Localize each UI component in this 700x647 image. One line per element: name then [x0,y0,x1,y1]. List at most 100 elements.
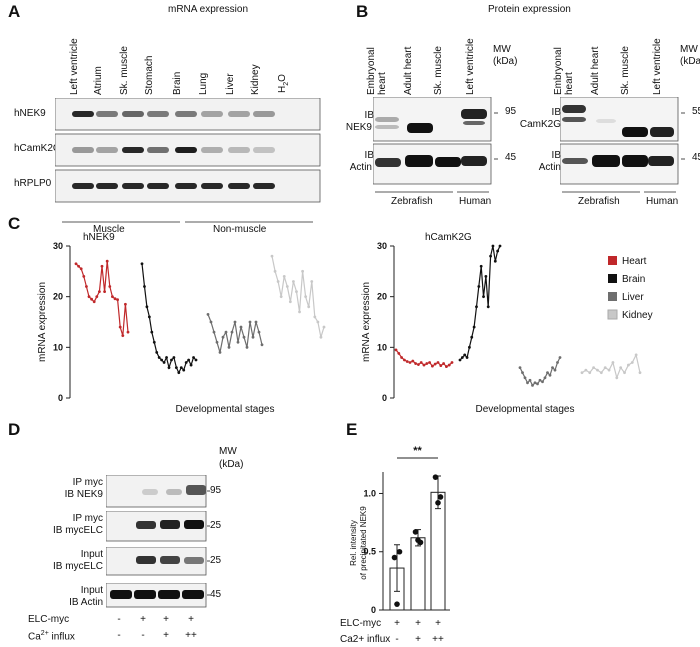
data-point [157,356,161,359]
row-label: hNEK9 [14,108,46,119]
blot-nek9 [373,97,498,193]
gel-band [147,183,169,189]
blot-band [562,158,588,164]
condition-mark: + [140,614,146,625]
data-point [428,361,431,364]
panel-letter-b: B [356,2,369,21]
data-point [551,366,554,369]
blot-band [186,485,206,495]
gel-band [201,183,223,189]
data-point [543,376,547,380]
data-point [194,358,198,362]
row-label: IP myc [72,513,103,524]
gel-band [122,147,144,153]
y-axis-label: mRNA expression [361,282,372,362]
mw-header: MW (kDa) [493,44,518,67]
data-point [408,361,412,364]
data-point [422,363,426,367]
data-point [179,366,183,369]
gel-band [122,111,144,117]
x-axis-label: Developmental stages [476,404,575,415]
data-point [432,474,439,480]
gel-band [147,147,169,153]
data-point [596,368,599,372]
data-point [140,262,144,266]
data-point [221,335,225,339]
series-line-kidney [581,353,641,380]
gel-band [147,111,169,117]
data-point [95,295,99,299]
data-point [319,335,323,339]
data-point [239,325,243,329]
data-point [405,360,409,363]
series-line-brain [141,263,197,375]
row-label: hRPLP0 [14,178,52,189]
series-line-liver [207,314,263,353]
data-point [82,275,86,278]
data-point [177,371,181,375]
data-point [116,298,119,302]
data-point [170,358,173,362]
blot-band [461,109,487,119]
lane-label: Atrium [93,66,104,95]
data-point [160,358,164,362]
row-label: IP myc [72,477,103,488]
data-point [436,361,440,364]
data-point [414,362,417,365]
data-point [463,353,467,357]
condition-mark: + [435,618,441,629]
condition-label-elc: ELC-myc [340,618,381,629]
blot-band [158,590,180,599]
lane-label: Lung [198,72,209,95]
condition-mark: + [188,614,194,625]
series-line-heart [75,261,129,336]
legend-label: Kidney [622,310,653,321]
gel-band [175,111,197,117]
blot-band [184,557,204,564]
data-point [638,371,642,375]
data-point [98,290,101,293]
lane-label: heart [377,72,388,95]
mw-header-text: MW (kDa) [219,446,244,470]
ib-label: IB [364,150,374,161]
data-point [584,368,588,372]
data-point [322,325,326,329]
data-point [189,363,193,367]
data-point [273,269,277,273]
data-point [496,249,500,253]
data-point [491,244,495,248]
condition-mark: - [395,634,398,645]
lane-label: Adult heart [403,46,414,95]
blot-band [562,105,586,113]
panel-b-title: Protein expression [488,4,571,15]
y-tick-label: 20 [53,292,63,302]
blot-band [375,158,401,167]
data-point [425,362,429,365]
gel-band [72,147,94,153]
blot-band [562,117,586,122]
data-point [74,262,78,266]
gel-band [201,147,223,153]
data-point [531,383,534,387]
lane-label: Stomach [144,55,155,95]
data-point [100,264,104,268]
data-point [442,362,445,365]
condition-mark: + [163,614,169,625]
data-point [121,334,125,338]
y-tick-label: 0 [371,605,376,615]
data-point [90,297,93,301]
legend-swatch [608,292,617,301]
ib-label: IB [364,110,374,121]
data-point [126,330,130,334]
data-point [118,325,122,329]
row-label: IB mycELC [52,525,103,536]
mw-value: 25 [210,555,222,566]
data-point [482,295,485,299]
blot-band [375,125,399,129]
data-point [248,320,252,324]
data-point [397,352,401,355]
blot-band [142,489,158,495]
lane-label: Left ventricle [652,38,663,95]
data-point [486,305,490,309]
row-label: hCamK2G [14,143,61,154]
